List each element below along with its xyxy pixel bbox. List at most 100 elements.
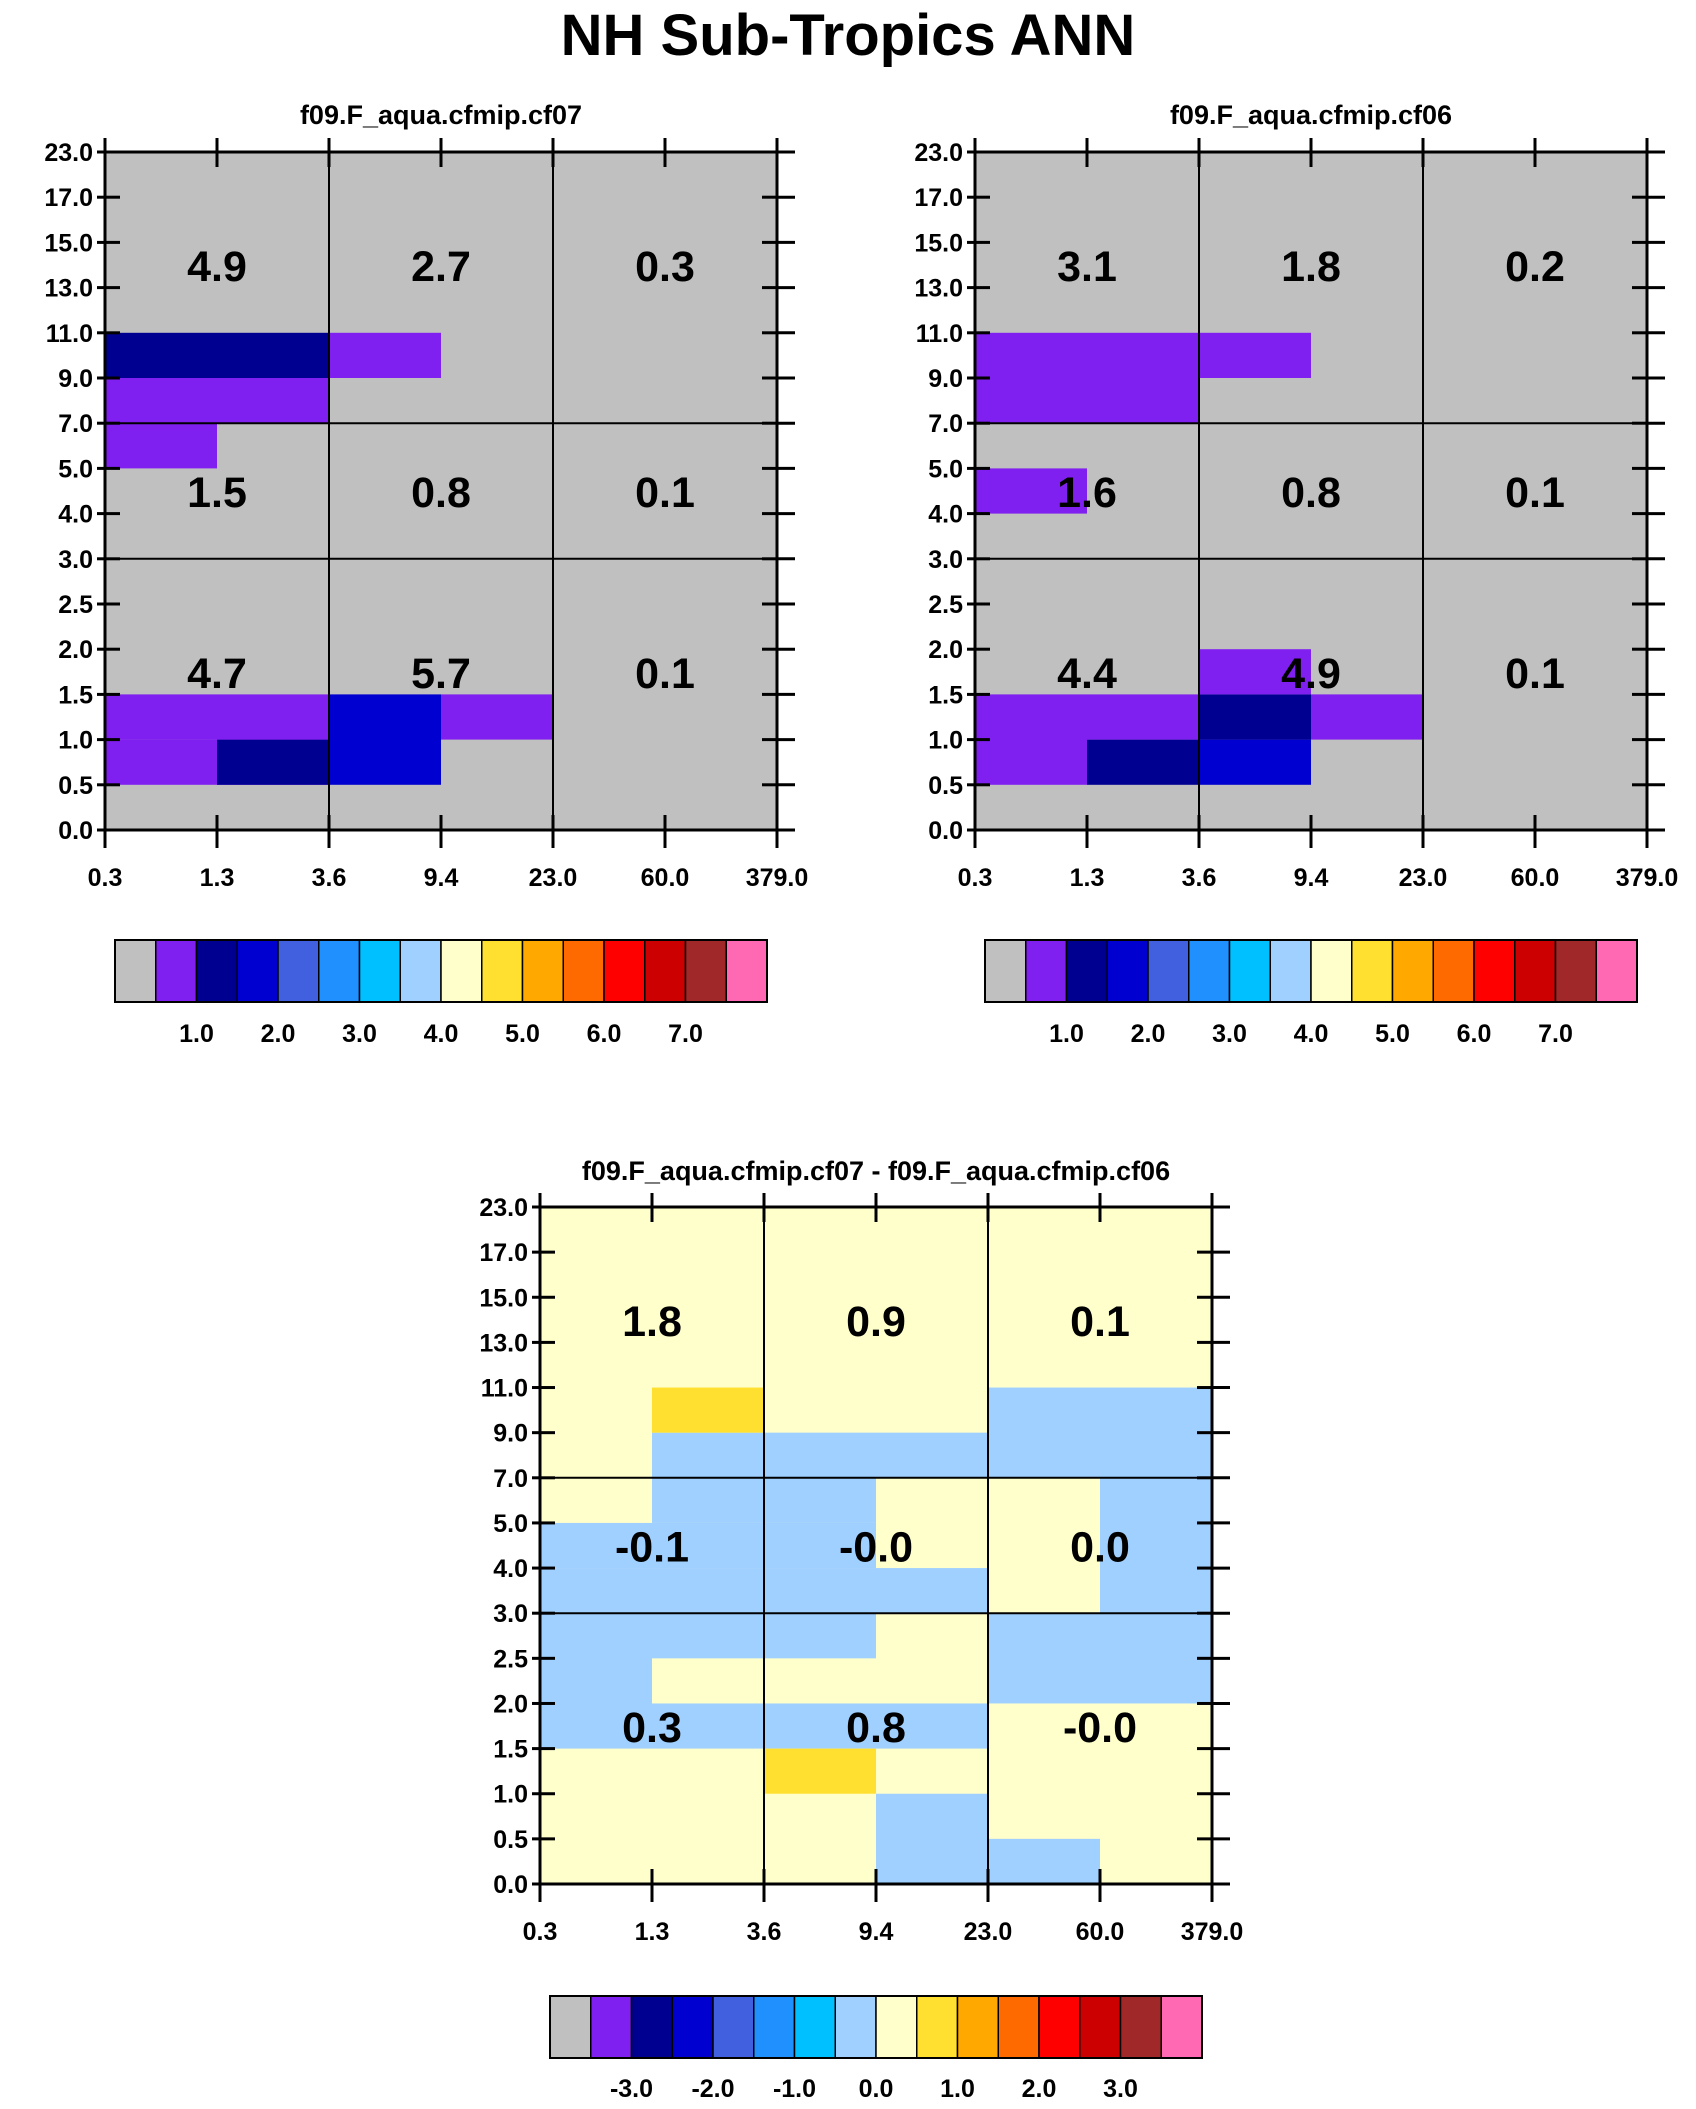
colorbar-swatch xyxy=(1147,939,1190,1003)
colorbar-swatch xyxy=(277,939,320,1003)
x-tick-label: 1.3 xyxy=(635,1918,670,1946)
y-tick-label: 11.0 xyxy=(481,1375,528,1403)
heatmap-cell xyxy=(764,1703,988,1749)
colorbar-label: 0.0 xyxy=(859,2075,894,2103)
y-tick-label: 9.0 xyxy=(493,1420,528,1448)
heatmap-cell xyxy=(105,694,217,740)
colorbar-swatch xyxy=(1473,939,1516,1003)
x-tick-label: 379.0 xyxy=(746,864,809,892)
colorbar-label: 6.0 xyxy=(587,1020,622,1048)
colorbar-swatch xyxy=(1554,939,1597,1003)
region-total-label: 0.3 xyxy=(635,243,695,291)
colorbar-label: 1.0 xyxy=(179,1020,214,1048)
colorbar: 1.0 2.0 3.0 4.0 5.0 6.0 7.0 xyxy=(114,939,768,1048)
colorbar-swatch xyxy=(630,1995,673,2059)
y-tick-label: 3.0 xyxy=(928,546,963,574)
colorbar-swatch xyxy=(793,1995,836,2059)
colorbar-swatch xyxy=(684,939,727,1003)
colorbar-swatch xyxy=(1038,1995,1081,2059)
y-tick-label: 3.0 xyxy=(493,1600,528,1628)
colorbar-label: 7.0 xyxy=(668,1020,703,1048)
colorbar-label: 7.0 xyxy=(1538,1020,1573,1048)
heatmap-cell xyxy=(1199,649,1311,695)
colorbar-swatch xyxy=(440,939,483,1003)
region-total-label: 5.7 xyxy=(411,650,471,698)
y-tick-label: 7.0 xyxy=(58,410,93,438)
chart-title: f09.F_aqua.cfmip.cf07 - f09.F_aqua.cfmip… xyxy=(582,1156,1170,1186)
colorbar-swatch xyxy=(590,1995,633,2059)
heatmap-cell xyxy=(652,1432,988,1478)
y-tick-label: 1.5 xyxy=(928,681,963,709)
x-tick-label: 23.0 xyxy=(964,1918,1013,1946)
y-tick-label: 15.0 xyxy=(479,1284,528,1312)
heatmap-cell xyxy=(217,739,329,785)
region-total-label: 0.8 xyxy=(411,469,471,517)
region-total-label: -0.0 xyxy=(839,1524,913,1572)
region-total-label: -0.1 xyxy=(615,1524,689,1572)
x-tick-label: 60.0 xyxy=(1511,864,1560,892)
y-tick-label: 4.0 xyxy=(58,501,93,529)
y-tick-label: 23.0 xyxy=(914,139,963,167)
colorbar-swatch xyxy=(1079,1995,1122,2059)
y-tick-label: 17.0 xyxy=(914,184,963,212)
region-total-label: 0.1 xyxy=(1505,469,1565,517)
heatmap-cell xyxy=(1087,694,1199,740)
colorbar-swatch xyxy=(1595,939,1638,1003)
colorbar-swatch xyxy=(1269,939,1312,1003)
colorbar-swatch xyxy=(358,939,401,1003)
x-tick-label: 379.0 xyxy=(1181,1918,1244,1946)
y-tick-label: 5.0 xyxy=(58,455,93,483)
colorbar-label: 1.0 xyxy=(940,2075,975,2103)
heatmap-cell xyxy=(329,694,441,785)
heatmap-cell xyxy=(329,332,441,378)
colorbar-swatch xyxy=(997,1995,1040,2059)
colorbar: -3.0 -2.0 -1.0 0.0 1.0 2.0 3.0 xyxy=(549,1995,1203,2103)
colorbar-swatch xyxy=(956,1995,999,2059)
colorbar-swatch xyxy=(984,939,1027,1003)
region-total-label: 1.8 xyxy=(622,1298,682,1346)
y-tick-label: 1.5 xyxy=(58,681,93,709)
region-total-label: 0.8 xyxy=(846,1704,906,1752)
region-total-label: 2.7 xyxy=(411,243,471,291)
heatmap-cell xyxy=(975,468,1087,514)
y-tick-label: 13.0 xyxy=(914,275,963,303)
y-tick-label: 5.0 xyxy=(928,455,963,483)
y-tick-label: 7.0 xyxy=(928,410,963,438)
heatmap-cell xyxy=(652,1387,764,1433)
chart-panel-2: f09.F_aqua.cfmip.cf06 0.0 0.5 1.0 1.5 2.0 2.5 3… xyxy=(914,100,1678,1048)
heatmap-cell xyxy=(105,332,329,378)
y-tick-label: 2.0 xyxy=(58,636,93,664)
colorbar-label: 6.0 xyxy=(1457,1020,1492,1048)
colorbar-swatch xyxy=(562,939,605,1003)
region-total-label: 4.4 xyxy=(1057,650,1117,698)
region-total-label: 4.9 xyxy=(1281,650,1341,698)
y-tick-label: 15.0 xyxy=(44,229,93,257)
x-tick-label: 9.4 xyxy=(1294,864,1329,892)
colorbar-label: 5.0 xyxy=(1375,1020,1410,1048)
y-tick-label: 4.0 xyxy=(928,501,963,529)
colorbar-swatch xyxy=(155,939,198,1003)
y-tick-label: 4.0 xyxy=(493,1555,528,1583)
x-tick-label: 3.6 xyxy=(747,1918,782,1946)
region-total-label: 0.1 xyxy=(635,650,695,698)
colorbar-swatch xyxy=(1310,939,1353,1003)
colorbar-label: -1.0 xyxy=(773,2075,816,2103)
y-tick-label: 9.0 xyxy=(58,365,93,393)
x-tick-label: 1.3 xyxy=(200,864,235,892)
colorbar-swatch xyxy=(1160,1995,1203,2059)
y-tick-label: 0.5 xyxy=(58,772,93,800)
colorbar-swatch xyxy=(712,1995,755,2059)
region-total-label: 0.2 xyxy=(1505,243,1565,291)
colorbar-swatch xyxy=(753,1995,796,2059)
region-total-label: 0.0 xyxy=(1070,1524,1130,1572)
y-tick-label: 2.5 xyxy=(928,591,963,619)
y-tick-label: 13.0 xyxy=(479,1329,528,1357)
colorbar-swatch xyxy=(1228,939,1271,1003)
colorbar-label: 3.0 xyxy=(1103,2075,1138,2103)
y-tick-label: 0.0 xyxy=(58,817,93,845)
heatmap-cell xyxy=(540,1522,876,1569)
y-tick-label: 2.5 xyxy=(58,591,93,619)
colorbar-swatch xyxy=(399,939,442,1003)
x-tick-label: 379.0 xyxy=(1616,864,1679,892)
